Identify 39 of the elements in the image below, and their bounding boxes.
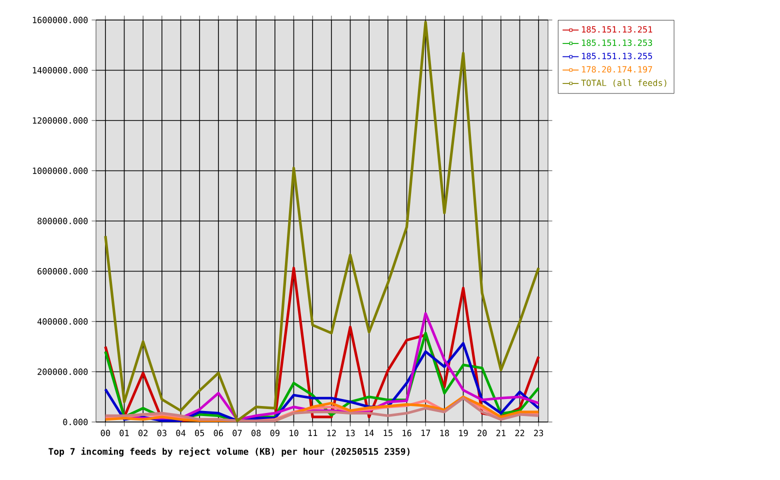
- legend-label: 185.151.13.253: [582, 40, 652, 46]
- x-tick-label: 23: [534, 430, 544, 436]
- x-tick-label: 11: [308, 430, 318, 436]
- x-tick-label: 05: [195, 430, 204, 436]
- legend-label: 185.151.13.251: [582, 26, 652, 33]
- x-tick-label: 21: [496, 430, 506, 436]
- y-tick-label: 1200000.000: [32, 117, 88, 124]
- text: Top 7 incoming feeds by reject volume (KB) per hour (20250515 2359): [48, 447, 410, 457]
- y-tick-label: 1600000.000: [32, 16, 88, 24]
- y-tick-label: 800000.000: [38, 218, 88, 224]
- x-tick-label: 22: [515, 430, 524, 436]
- y-tick-label: 1000000.000: [32, 168, 88, 174]
- y-tick-label: 0.000: [63, 418, 88, 426]
- legend-label: 178.20.174.197: [582, 66, 652, 73]
- x-tick-label: 01: [120, 430, 129, 436]
- x-tick-label: 06: [214, 430, 223, 436]
- x-tick-label: 17: [421, 430, 430, 436]
- x-tick-label: 07: [232, 430, 242, 436]
- x-tick-label: 02: [138, 430, 148, 436]
- x-tick-label: 14: [364, 430, 374, 436]
- x-tick-label: 16: [402, 430, 412, 436]
- x-tick-label: 19: [459, 430, 468, 436]
- y-tick-label: 200000.000: [38, 368, 88, 375]
- x-tick-label: 09: [270, 430, 280, 436]
- legend-label: 185.151.13.255: [582, 52, 652, 60]
- y-tick-label: 400000.000: [37, 318, 88, 325]
- x-tick-label: 03: [157, 430, 166, 436]
- x-tick-label: 08: [252, 430, 261, 436]
- x-tick-label: 10: [290, 430, 298, 436]
- y-tick-label: 1400000.000: [32, 67, 88, 74]
- x-tick-label: 04: [176, 430, 186, 436]
- x-tick-label: 13: [346, 430, 355, 436]
- y-tick-label: 600000.000: [38, 268, 88, 274]
- legend-label: TOTAL (all feeds): [581, 79, 666, 88]
- x-tick-label: 00: [100, 430, 110, 436]
- x-tick-label: 20: [478, 430, 487, 436]
- x-tick-label: 18: [440, 430, 449, 436]
- x-tick-label: 12: [327, 430, 336, 436]
- x-tick-label: 15: [384, 430, 392, 436]
